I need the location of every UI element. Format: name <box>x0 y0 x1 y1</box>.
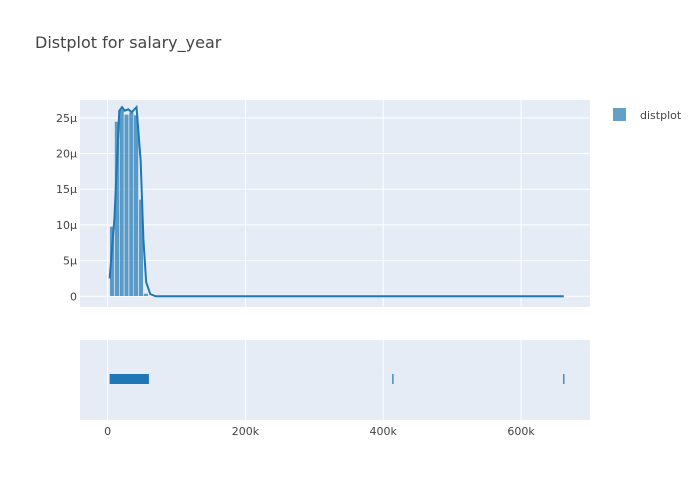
histogram-bar <box>143 293 149 297</box>
histogram-bars <box>109 109 149 297</box>
y-tick-label: 0 <box>70 290 77 303</box>
histogram-bar <box>133 114 139 297</box>
x-tick-label: 600k <box>507 425 535 438</box>
x-grid-rug <box>107 340 522 420</box>
y-tick-labels: 0 5μ 10μ 15μ 20μ 25μ <box>56 112 77 303</box>
x-tick-label: 0 <box>104 425 111 438</box>
legend-label[interactable]: distplot <box>640 109 682 122</box>
rug-dense-band <box>109 374 149 384</box>
legend-swatch[interactable] <box>613 108 626 121</box>
y-tick-label: 15μ <box>56 183 77 196</box>
y-tick-label: 5μ <box>63 255 77 268</box>
x-tick-labels: 0 200k 400k 600k <box>104 425 535 438</box>
chart-title: Distplot for salary_year <box>35 33 222 52</box>
main-plot-area <box>80 100 590 307</box>
y-tick-label: 10μ <box>56 219 77 232</box>
histogram-bar <box>119 109 125 297</box>
y-tick-label: 20μ <box>56 148 77 161</box>
legend[interactable]: distplot <box>613 108 682 122</box>
rug-plot-area <box>80 340 590 420</box>
histogram-bar <box>123 114 130 297</box>
kde-curve <box>108 104 564 298</box>
x-tick-label: 200k <box>232 425 260 438</box>
x-tick-label: 400k <box>370 425 398 438</box>
x-grid-main <box>107 100 522 307</box>
histogram-bar <box>128 111 135 297</box>
rug-marks <box>109 374 565 384</box>
y-tick-label: 25μ <box>56 112 77 125</box>
